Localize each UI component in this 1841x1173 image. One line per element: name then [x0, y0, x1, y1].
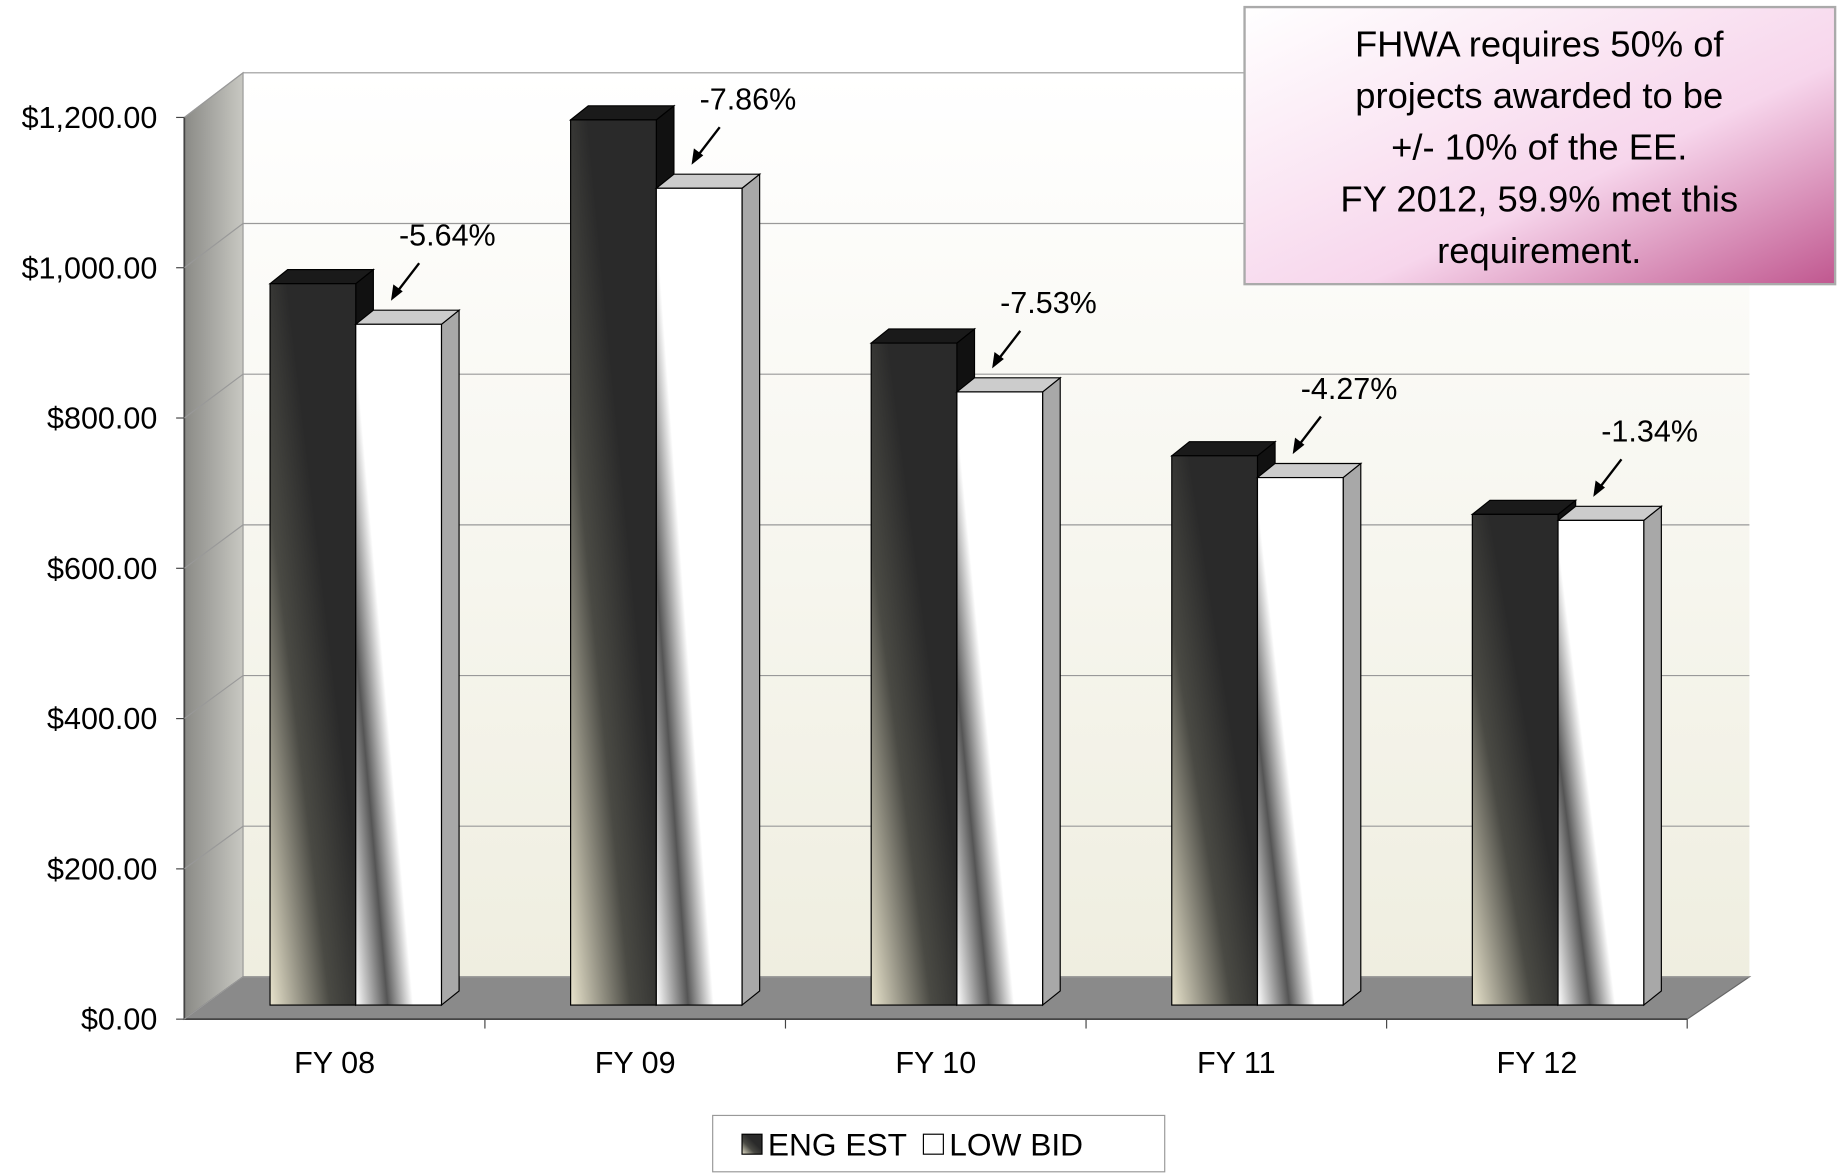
bar-front [870, 342, 958, 1006]
x-tick-label: FY 10 [895, 1046, 976, 1080]
bar-front [655, 187, 743, 1006]
bar-front [570, 119, 657, 1006]
arrow-head [1593, 480, 1606, 497]
bar-front [269, 283, 357, 1006]
bar [1556, 505, 1664, 1007]
note-text: FHWA requires 50% of [1355, 23, 1724, 64]
annotation: -7.53% [1000, 286, 1097, 320]
arrow-head [992, 351, 1004, 369]
bar-side [1042, 376, 1061, 1007]
x-tick-label: FY 09 [595, 1046, 676, 1080]
bar-front [1171, 455, 1259, 1006]
bar-front [1557, 519, 1645, 1006]
bar [1255, 462, 1363, 1007]
bar-top [1255, 462, 1363, 479]
bar-top [354, 309, 461, 325]
legend-swatch [741, 1133, 763, 1155]
bar-side [1643, 505, 1662, 1007]
arrow-head [1292, 437, 1305, 455]
note-box [1243, 5, 1837, 286]
note-text: projects awarded to be [1355, 75, 1723, 116]
bar-top [1556, 505, 1664, 521]
bar-top [1470, 499, 1578, 515]
legend-label: ENG EST [768, 1126, 907, 1162]
bar-front [1256, 476, 1344, 1006]
bar-front [956, 391, 1044, 1006]
y-tick-label: $600.00 [47, 552, 157, 586]
bar [955, 376, 1062, 1007]
annotation-arrow [695, 126, 721, 159]
bar-side [741, 172, 761, 1007]
annotation: -4.27% [1301, 372, 1398, 406]
annotation: -1.34% [1601, 415, 1698, 449]
grid-line [183, 373, 1750, 419]
legend-swatch [922, 1133, 944, 1155]
bar-top [654, 173, 762, 189]
bar-top [869, 328, 977, 344]
bar-front [355, 323, 443, 1006]
annotation-arrow [394, 262, 421, 295]
bar-front [1471, 513, 1559, 1006]
bar-side [440, 308, 460, 1007]
annotation-arrow [1597, 458, 1623, 491]
legend-label: LOW BID [949, 1126, 1083, 1162]
note-text: requirement. [1437, 230, 1641, 271]
bar-top [1170, 441, 1277, 457]
y-tick-label: $200.00 [47, 852, 157, 886]
arrow-head [691, 148, 704, 165]
x-tick-label: FY 08 [294, 1046, 375, 1080]
arrow-head [390, 284, 403, 301]
bar-top [568, 105, 676, 121]
annotation-arrow [995, 330, 1022, 363]
y-tick-label: $1,200.00 [22, 101, 158, 135]
bar-top [955, 377, 1062, 393]
y-tick-label: $800.00 [47, 402, 157, 436]
x-tick-label: FY 12 [1496, 1046, 1577, 1080]
annotation: -5.64% [399, 219, 496, 253]
annotation-arrow [1296, 415, 1322, 448]
y-tick-label: $1,000.00 [22, 251, 158, 285]
bar-side [1342, 462, 1362, 1007]
note-text: +/- 10% of the EE. [1391, 127, 1687, 168]
bar-top [268, 269, 376, 285]
y-tick-label: $0.00 [81, 1003, 157, 1037]
y-tick-label: $400.00 [47, 702, 157, 736]
x-tick-label: FY 11 [1197, 1046, 1276, 1080]
note-text: FY 2012, 59.9% met this [1340, 178, 1738, 219]
annotation: -7.86% [700, 83, 797, 117]
bar [654, 172, 762, 1007]
bar [354, 308, 461, 1007]
